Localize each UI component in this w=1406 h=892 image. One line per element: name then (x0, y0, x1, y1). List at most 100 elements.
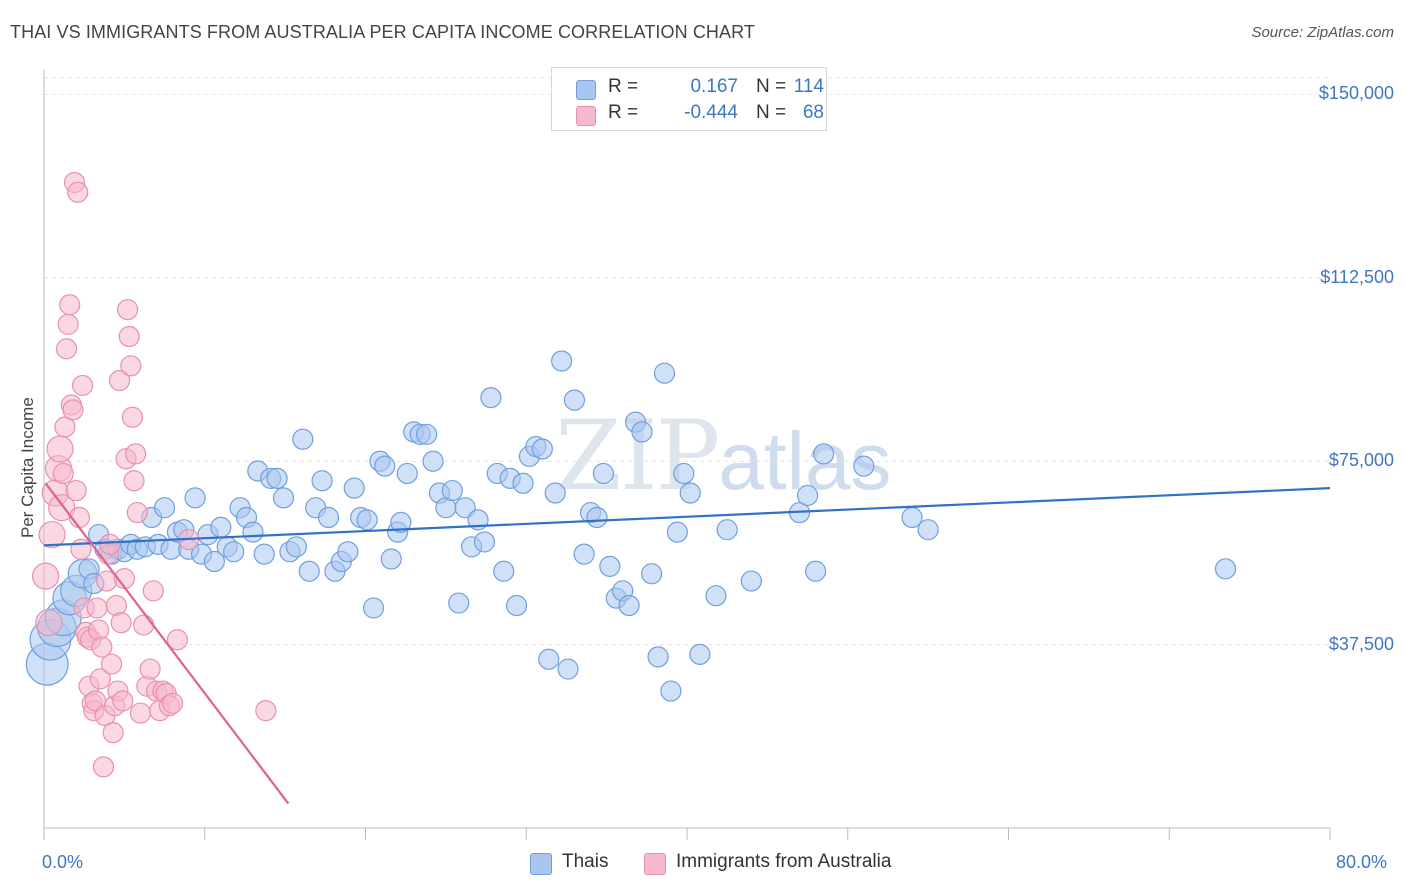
point-thais-97 (653, 362, 676, 384)
y-tick-label-3: $150,000 (1318, 83, 1394, 104)
point-australia-55 (133, 614, 155, 636)
point-thais-45 (317, 506, 340, 529)
point-australia-53 (126, 501, 148, 524)
point-australia-15 (65, 479, 87, 502)
point-thais-55 (380, 548, 402, 570)
series-swatch-australia (644, 853, 666, 875)
point-australia-42 (108, 369, 131, 392)
point-thais-30 (223, 541, 245, 563)
point-australia-7 (52, 462, 74, 485)
point-thais-87 (586, 506, 608, 529)
point-australia-36 (99, 533, 121, 555)
point-thais-76 (512, 472, 534, 494)
point-australia-29 (88, 619, 110, 641)
point-thais-110 (853, 455, 875, 477)
point-thais-35 (253, 543, 275, 565)
point-australia-9 (55, 338, 78, 360)
legend-n-label: N = (756, 76, 787, 97)
point-thais-85 (573, 543, 595, 565)
y-axis-label: Per Capita Income (18, 397, 37, 538)
point-australia-51 (123, 470, 145, 492)
point-thais-40 (285, 536, 307, 558)
point-thais-108 (804, 560, 827, 582)
point-australia-57 (139, 658, 161, 680)
point-australia-0 (32, 562, 60, 590)
point-thais-95 (641, 563, 663, 585)
legend-r-label: R = (608, 76, 639, 97)
point-australia-54 (129, 702, 152, 724)
point-thais-24 (184, 487, 206, 509)
legend-r-value: 0.167 (690, 76, 738, 97)
point-thais-28 (210, 516, 232, 538)
point-australia-28 (86, 597, 108, 619)
point-australia-38 (102, 722, 124, 744)
point-thais-100 (673, 462, 695, 485)
point-thais-109 (813, 443, 835, 465)
point-thais-19 (153, 497, 176, 519)
point-australia-2 (38, 520, 66, 549)
correlation-legend: R = 0.167 N = 114 R = -0.444 N = 68 (551, 67, 827, 131)
point-thais-27 (203, 550, 225, 573)
x-tick-label-min: 0.0% (42, 852, 84, 872)
point-australia-52 (125, 443, 147, 465)
point-thais-98 (660, 680, 682, 702)
point-australia-64 (162, 692, 184, 714)
trend-line-australia (44, 482, 290, 805)
point-australia-19 (71, 374, 94, 397)
point-australia-37 (100, 653, 123, 675)
point-thais-96 (647, 646, 669, 668)
point-australia-16 (67, 181, 89, 203)
point-thais-70 (473, 531, 496, 553)
point-australia-58 (142, 580, 164, 602)
point-thais-44 (311, 470, 333, 492)
point-australia-11 (59, 294, 81, 316)
point-thais-89 (599, 555, 621, 577)
point-thais-75 (506, 594, 528, 617)
point-australia-47 (116, 299, 139, 321)
point-thais-67 (454, 497, 476, 519)
point-thais-103 (705, 585, 727, 607)
series-swatch-thais (530, 853, 552, 875)
legend-r-value: -0.444 (684, 102, 738, 123)
point-thais-113 (1214, 558, 1237, 580)
point-australia-44 (112, 690, 134, 712)
x-tick-label-max: 80.0% (1336, 852, 1388, 872)
point-thais-52 (362, 597, 385, 619)
point-thais-71 (480, 387, 502, 409)
point-thais-73 (493, 560, 515, 582)
point-thais-66 (448, 592, 470, 614)
point-thais-83 (557, 658, 579, 680)
point-thais-37 (266, 467, 288, 489)
point-australia-43 (110, 612, 132, 634)
legend-swatch-thais (576, 80, 596, 100)
point-thais-84 (563, 389, 586, 411)
source-label: Source: ZipAtlas.com (1251, 24, 1394, 41)
point-thais-99 (666, 521, 688, 543)
point-thais-92 (618, 594, 640, 617)
point-australia-65 (166, 629, 189, 651)
point-australia-49 (120, 355, 142, 377)
y-tick-label-2: $112,500 (1320, 266, 1394, 287)
point-thais-80 (538, 648, 560, 670)
point-thais-33 (242, 521, 264, 543)
point-thais-38 (272, 487, 295, 509)
trend-line-thais (43, 487, 1331, 547)
point-australia-18 (70, 538, 92, 560)
point-australia-50 (121, 406, 144, 428)
legend-swatch-australia (576, 106, 596, 126)
point-thais-62 (422, 450, 444, 472)
point-thais-107 (796, 484, 819, 507)
legend-n-value: 68 (802, 102, 824, 123)
point-australia-5 (46, 435, 74, 463)
point-thais-101 (679, 482, 701, 504)
series-label-australia: Immigrants from Australia (676, 851, 892, 872)
point-thais-49 (343, 477, 365, 499)
point-thais-81 (544, 482, 566, 504)
point-thais-42 (298, 560, 320, 582)
point-thais-48 (337, 541, 359, 563)
point-thais-82 (551, 350, 573, 372)
point-thais-58 (396, 462, 418, 485)
point-thais-79 (531, 438, 553, 460)
point-australia-31 (91, 636, 113, 658)
